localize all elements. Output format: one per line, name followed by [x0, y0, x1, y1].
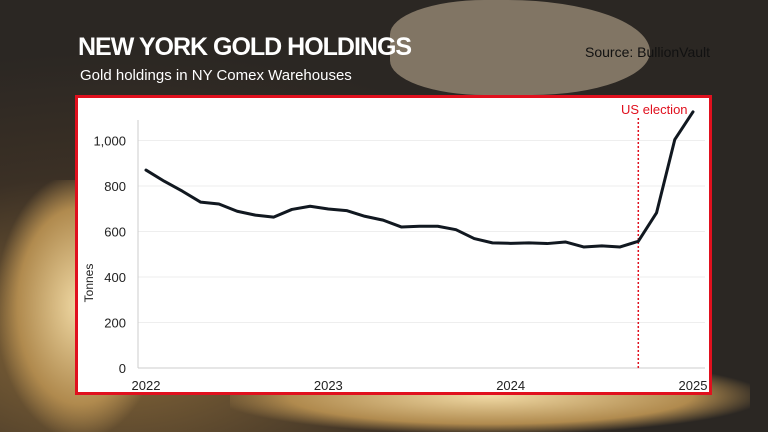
y-tick-label: 200 [104, 316, 126, 331]
chart-subtitle: Gold holdings in NY Comex Warehouses [80, 67, 352, 84]
series-line [144, 110, 695, 249]
x-tick-label: 2025 [679, 378, 708, 392]
map-background [390, 0, 650, 95]
x-tick-label: 2023 [314, 378, 343, 392]
chart-panel: 0 200 400 600 800 1,000 2022 2023 2024 2025 Tonnes… [75, 95, 712, 395]
y-tick-label: 600 [104, 225, 126, 240]
x-tick-label: 2022 [132, 378, 161, 392]
chart-source: Source: BullionVault [585, 44, 711, 60]
x-tick-label: 2024 [496, 378, 525, 392]
y-tick-label: 400 [104, 270, 126, 285]
chart-title: NEW YORK GOLD HOLDINGS [78, 33, 412, 61]
y-tick-label: 1,000 [93, 134, 126, 149]
y-axis-label: Tonnes [82, 264, 96, 303]
y-tick-label: 800 [104, 179, 126, 194]
y-tick-label: 0 [119, 361, 126, 376]
line-chart: 0 200 400 600 800 1,000 2022 2023 2024 2025 Tonnes… [82, 102, 708, 392]
election-marker-label: US election [621, 102, 687, 117]
